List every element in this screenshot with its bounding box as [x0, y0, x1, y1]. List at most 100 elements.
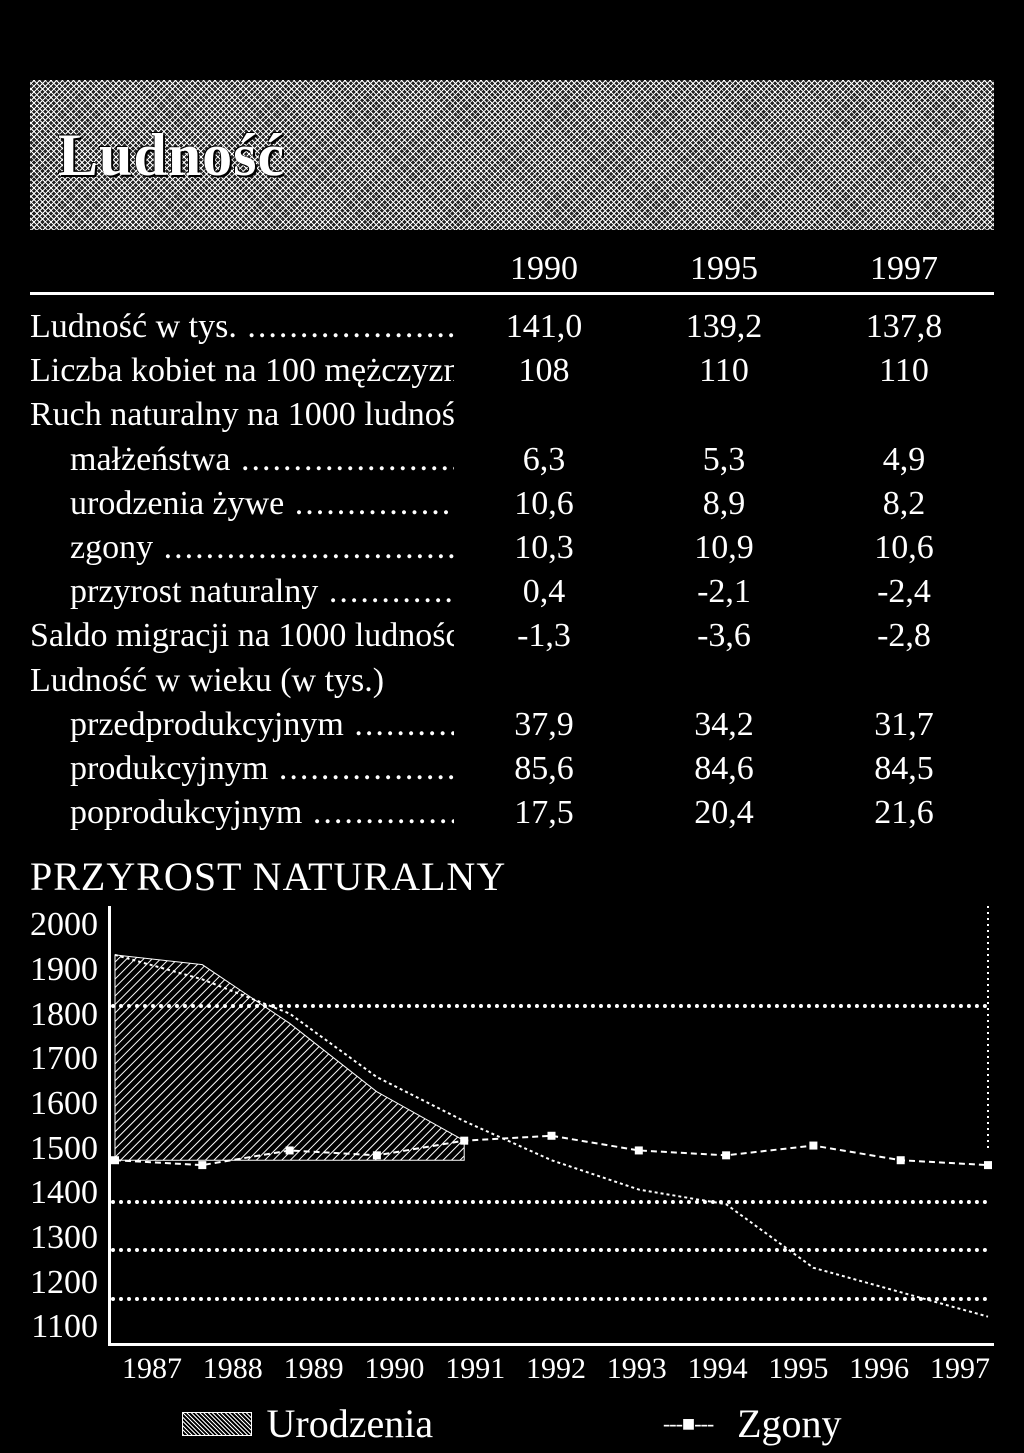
series-zgony-marker — [722, 1152, 730, 1160]
table-row: Liczba kobiet na 100 mężczyzn108110110 — [30, 349, 994, 393]
table-row: zgony10,310,910,6 — [30, 526, 994, 570]
row-value: 108 — [454, 349, 634, 393]
series-zgony-marker — [460, 1137, 468, 1145]
legend-item-zgony: ---■--- Zgony — [653, 1400, 841, 1447]
y-tick-label: 1800 — [30, 996, 98, 1034]
x-tick-label: 1989 — [284, 1352, 344, 1386]
row-value: 137,8 — [814, 305, 994, 349]
series-zgony-marker — [548, 1132, 556, 1140]
row-label: przyrost naturalny — [30, 570, 454, 614]
series-zgony-marker — [635, 1147, 643, 1155]
legend-item-urodzenia: Urodzenia — [182, 1400, 433, 1447]
row-value: 31,7 — [814, 703, 994, 747]
row-value: 110 — [634, 349, 814, 393]
row-value: 141,0 — [454, 305, 634, 349]
y-tick-label: 1200 — [30, 1264, 98, 1302]
x-tick-label: 1992 — [526, 1352, 586, 1386]
section-title: Ludność — [58, 121, 285, 190]
table-body: Ludność w tys.141,0139,2137,8Liczba kobi… — [30, 305, 994, 835]
row-value: 85,6 — [454, 747, 634, 791]
row-value: 10,6 — [454, 482, 634, 526]
row-value: 0,4 — [454, 570, 634, 614]
chart-plot — [108, 906, 994, 1346]
y-tick-label: 1500 — [30, 1130, 98, 1168]
table-row: Ruch naturalny na 1000 ludności — [30, 393, 994, 437]
y-tick-label: 1100 — [31, 1308, 98, 1346]
series-zgony-marker — [198, 1161, 206, 1169]
legend-label: Zgony — [737, 1400, 841, 1447]
x-tick-label: 1994 — [688, 1352, 748, 1386]
table-row: Ludność w wieku (w tys.) — [30, 659, 994, 703]
x-tick-label: 1990 — [364, 1352, 424, 1386]
chart-svg — [111, 906, 994, 1346]
x-tick-label: 1996 — [849, 1352, 909, 1386]
row-label: Saldo migracji na 1000 ludności — [30, 614, 454, 658]
year-col-2: 1997 — [814, 250, 994, 288]
row-value: 8,2 — [814, 482, 994, 526]
row-value: 5,3 — [634, 438, 814, 482]
chart-x-axis: 1987 1988 1989 1990 1991 1992 1993 1994 1995 1996… — [122, 1352, 994, 1386]
series-zgony-marker — [984, 1161, 992, 1169]
row-value: 20,4 — [634, 791, 814, 835]
data-table: 1990 1995 1997 Ludność w tys.141,0139,21… — [30, 250, 994, 835]
row-value: 10,3 — [454, 526, 634, 570]
table-row: przedprodukcyjnym37,934,231,7 — [30, 703, 994, 747]
y-tick-label: 1700 — [30, 1040, 98, 1078]
x-tick-label: 1993 — [607, 1352, 667, 1386]
row-value: 10,6 — [814, 526, 994, 570]
row-value: 139,2 — [634, 305, 814, 349]
y-tick-label: 1300 — [30, 1219, 98, 1257]
row-value: -2,8 — [814, 614, 994, 658]
row-value: 4,9 — [814, 438, 994, 482]
row-value: 84,6 — [634, 747, 814, 791]
row-value: 8,9 — [634, 482, 814, 526]
row-value: 17,5 — [454, 791, 634, 835]
y-tick-label: 1400 — [30, 1174, 98, 1212]
table-row: małżeństwa6,35,34,9 — [30, 438, 994, 482]
legend-marker-icon: ---■--- — [653, 1411, 723, 1437]
section-header: Ludność — [30, 80, 994, 230]
chart-area: 2000 1900 1800 1700 1600 1500 1400 1300 1200 1100 — [30, 906, 994, 1346]
row-label: zgony — [30, 526, 454, 570]
y-tick-label: 1600 — [30, 1085, 98, 1123]
row-label: Ludność w tys. — [30, 305, 454, 349]
table-header-row: 1990 1995 1997 — [30, 250, 994, 295]
row-value: 84,5 — [814, 747, 994, 791]
year-col-0: 1990 — [454, 250, 634, 288]
x-tick-label: 1988 — [203, 1352, 263, 1386]
row-value: -2,1 — [634, 570, 814, 614]
row-label: Liczba kobiet na 100 mężczyzn — [30, 349, 454, 393]
table-row: poprodukcyjnym17,520,421,6 — [30, 791, 994, 835]
series-zgony-marker — [897, 1156, 905, 1164]
x-tick-label: 1987 — [122, 1352, 182, 1386]
x-tick-label: 1991 — [445, 1352, 505, 1386]
series-zgony-marker — [286, 1147, 294, 1155]
year-col-1: 1995 — [634, 250, 814, 288]
row-label: urodzenia żywe — [30, 482, 454, 526]
chart-legend: Urodzenia ---■--- Zgony — [30, 1400, 994, 1447]
row-label: Ludność w wieku (w tys.) — [30, 659, 454, 703]
row-value: -1,3 — [454, 614, 634, 658]
x-tick-label: 1997 — [930, 1352, 990, 1386]
row-value: 110 — [814, 349, 994, 393]
row-label: produkcyjnym — [30, 747, 454, 791]
chart-y-axis: 2000 1900 1800 1700 1600 1500 1400 1300 1200 1100 — [30, 906, 108, 1346]
row-label: Ruch naturalny na 1000 ludności — [30, 393, 454, 437]
legend-label: Urodzenia — [266, 1400, 433, 1447]
table-row: przyrost naturalny0,4-2,1-2,4 — [30, 570, 994, 614]
table-row: produkcyjnym85,684,684,5 — [30, 747, 994, 791]
row-label: poprodukcyjnym — [30, 791, 454, 835]
x-tick-label: 1995 — [768, 1352, 828, 1386]
table-row: Ludność w tys.141,0139,2137,8 — [30, 305, 994, 349]
series-urodzenia-area — [115, 955, 464, 1160]
y-tick-label: 1900 — [30, 951, 98, 989]
row-value: 10,9 — [634, 526, 814, 570]
row-label: przedprodukcyjnym — [30, 703, 454, 747]
table-row: Saldo migracji na 1000 ludności-1,3-3,6-… — [30, 614, 994, 658]
chart-title: PRZYROST NATURALNY — [30, 853, 994, 900]
y-tick-label: 2000 — [30, 906, 98, 944]
row-label: małżeństwa — [30, 438, 454, 482]
series-zgony-marker — [111, 1156, 119, 1164]
series-zgony-marker — [373, 1152, 381, 1160]
series-zgony-marker — [809, 1142, 817, 1150]
